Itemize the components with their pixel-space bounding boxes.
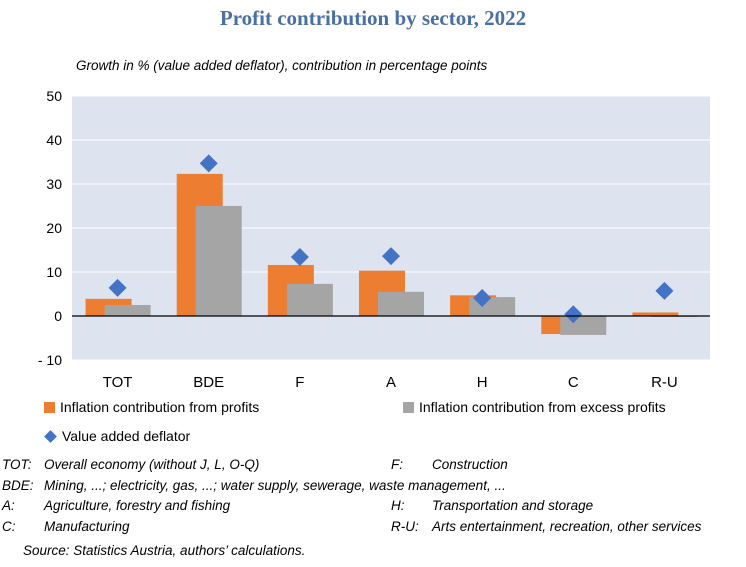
y-tick-label: - 10 — [38, 352, 62, 368]
note-tot-code: TOT: — [2, 457, 32, 472]
bar-excess-profits — [104, 305, 151, 316]
bar-excess-profits — [286, 283, 333, 316]
marker-deflator — [564, 305, 583, 324]
note-tot: TOT: Overall economy (without J, L, O-Q) — [2, 457, 259, 472]
marker-deflator — [290, 248, 309, 267]
x-tick-label: BDE — [193, 374, 224, 391]
legend-excess-swatch — [403, 401, 414, 413]
note-f-text: Construction — [432, 457, 508, 472]
bar-excess-profits — [560, 316, 607, 335]
marker-deflator — [382, 247, 400, 266]
x-tick-label: H — [477, 374, 488, 391]
x-tick-label: TOT — [103, 374, 133, 391]
note-c-code: C: — [2, 519, 16, 534]
chart-title: Profit contribution by sector, 2022 — [219, 6, 527, 30]
note-c: C: Manufacturing — [2, 519, 130, 534]
note-f-code: F: — [391, 457, 403, 472]
x-tick-label: C — [568, 374, 579, 391]
x-tick-label: R-U — [651, 374, 678, 391]
note-f: F: Construction — [391, 457, 508, 472]
legend-deflator-label: Value added deflator — [62, 428, 191, 444]
marker-deflator — [108, 278, 127, 297]
note-bde-text: Mining, ...; electricity, gas, ...; wate… — [44, 478, 506, 493]
note-a-text: Agriculture, forestry and fishing — [44, 498, 231, 513]
source-note: Source: Statistics Austria, authors’ cal… — [23, 543, 306, 558]
note-h: H: Transportation and storage — [391, 498, 593, 513]
y-tick-label: 40 — [46, 132, 62, 148]
bar-excess-profits — [195, 206, 242, 316]
y-tick-label: 20 — [46, 220, 62, 236]
note-bde-code: BDE: — [2, 478, 34, 493]
legend-profits-label: Inflation contribution from profits — [60, 399, 260, 415]
chart-subtitle: Growth in % (value added deflator), cont… — [76, 58, 488, 73]
legend-deflator: Value added deflator — [44, 428, 190, 444]
y-tick-label: 0 — [54, 308, 62, 324]
note-bde: BDE: Mining, ...; electricity, gas, ...; … — [2, 478, 506, 493]
note-c-text: Manufacturing — [44, 519, 130, 534]
note-a-code: A: — [2, 498, 15, 513]
note-ru-text: Arts entertainment, recreation, other se… — [432, 519, 702, 534]
y-tick-label: 10 — [46, 264, 62, 280]
chart-svg: - 10 0 10 20 30 40 50 TOT BDE F A H C R-U — [38, 88, 710, 391]
legend-profits-swatch — [44, 401, 55, 413]
bar-excess-profits — [378, 291, 424, 316]
note-h-text: Transportation and storage — [432, 498, 594, 513]
x-tick-label: F — [295, 374, 304, 391]
note-ru-code: R-U: — [391, 519, 419, 534]
y-tick-label: 50 — [46, 88, 62, 104]
marker-deflator — [199, 154, 218, 173]
legend-excess-label: Inflation contribution from excess profi… — [419, 399, 666, 415]
legend-excess: Inflation contribution from excess profi… — [403, 399, 666, 415]
note-tot-text: Overall economy (without J, L, O-Q) — [44, 457, 260, 472]
legend-profits: Inflation contribution from profits — [44, 399, 259, 415]
note-h-code: H: — [391, 498, 405, 513]
y-tick-label: 30 — [46, 176, 62, 192]
marker-deflator — [655, 281, 674, 300]
legend-deflator-diamond-icon — [44, 429, 57, 443]
bar-profits — [632, 312, 679, 316]
x-tick-label: A — [386, 374, 396, 391]
note-a: A: Agriculture, forestry and fishing — [2, 498, 230, 513]
marker-deflator — [473, 288, 492, 307]
note-ru: R-U: Arts entertainment, recreation, othe… — [391, 519, 701, 534]
